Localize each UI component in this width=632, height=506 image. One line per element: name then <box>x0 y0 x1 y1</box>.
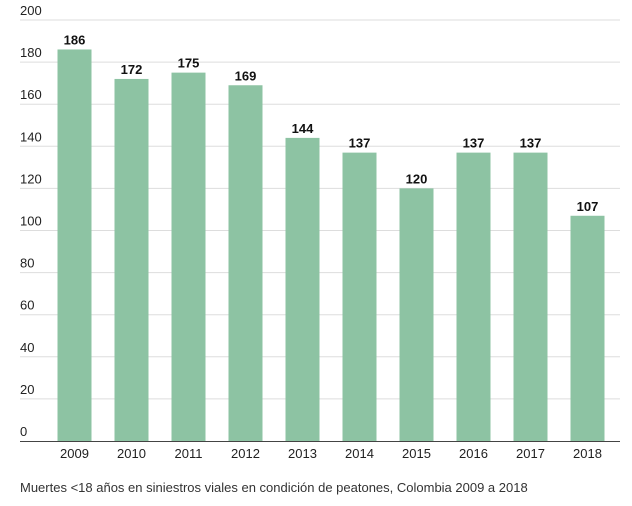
y-tick-label: 160 <box>20 87 42 102</box>
bar-value-label: 137 <box>349 136 371 151</box>
chart-caption: Muertes <18 años en siniestros viales en… <box>20 480 528 495</box>
bar-2011 <box>171 72 206 441</box>
bar-2010 <box>114 78 149 441</box>
bar-2016 <box>456 152 491 442</box>
bar-value-label: 137 <box>520 136 542 151</box>
x-tick-label: 2017 <box>516 446 545 461</box>
y-axis-tick-labels: 0 20 40 60 80 100 120 140 160 180 200 <box>20 3 42 439</box>
bar-2013 <box>285 137 320 441</box>
bar-2014 <box>342 152 377 442</box>
x-tick-label: 2016 <box>459 446 488 461</box>
y-tick-label: 200 <box>20 3 42 18</box>
x-axis-tick-labels: 2009 2010 2011 2012 2013 2014 2015 2016 2017 2018 <box>60 446 602 461</box>
y-tick-label: 60 <box>20 298 34 313</box>
y-tick-label: 20 <box>20 382 34 397</box>
bar-value-label: 120 <box>406 171 428 186</box>
bar-value-label: 144 <box>292 121 314 136</box>
bar-2012 <box>228 85 263 441</box>
x-tick-label: 2014 <box>345 446 374 461</box>
y-tick-label: 0 <box>20 424 27 439</box>
bar-value-label: 107 <box>577 199 599 214</box>
bar-2018 <box>570 215 605 441</box>
bar-value-label: 175 <box>178 56 200 71</box>
bar-2015 <box>399 188 434 441</box>
bar-value-label: 137 <box>463 136 485 151</box>
bar-value-label: 172 <box>121 62 143 77</box>
bars <box>57 49 605 442</box>
y-tick-label: 80 <box>20 256 34 271</box>
bar-value-label: 186 <box>64 32 86 47</box>
bar-value-labels: 186 172 175 169 144 137 120 137 137 107 <box>64 32 599 213</box>
x-tick-label: 2011 <box>175 446 203 461</box>
x-tick-label: 2010 <box>117 446 146 461</box>
y-tick-label: 100 <box>20 214 42 229</box>
x-tick-label: 2018 <box>573 446 602 461</box>
y-tick-label: 120 <box>20 171 42 186</box>
bar-2009 <box>57 49 92 441</box>
x-tick-label: 2012 <box>231 446 260 461</box>
bar-chart: 0 20 40 60 80 100 120 140 160 180 200 186 172 175 169… <box>20 3 620 461</box>
x-tick-label: 2013 <box>288 446 317 461</box>
y-tick-label: 180 <box>20 45 42 60</box>
bar-value-label: 169 <box>235 68 257 83</box>
x-tick-label: 2009 <box>60 446 89 461</box>
y-tick-label: 140 <box>20 129 42 144</box>
bar-2017 <box>513 152 548 442</box>
y-tick-label: 40 <box>20 340 34 355</box>
x-tick-label: 2015 <box>402 446 431 461</box>
